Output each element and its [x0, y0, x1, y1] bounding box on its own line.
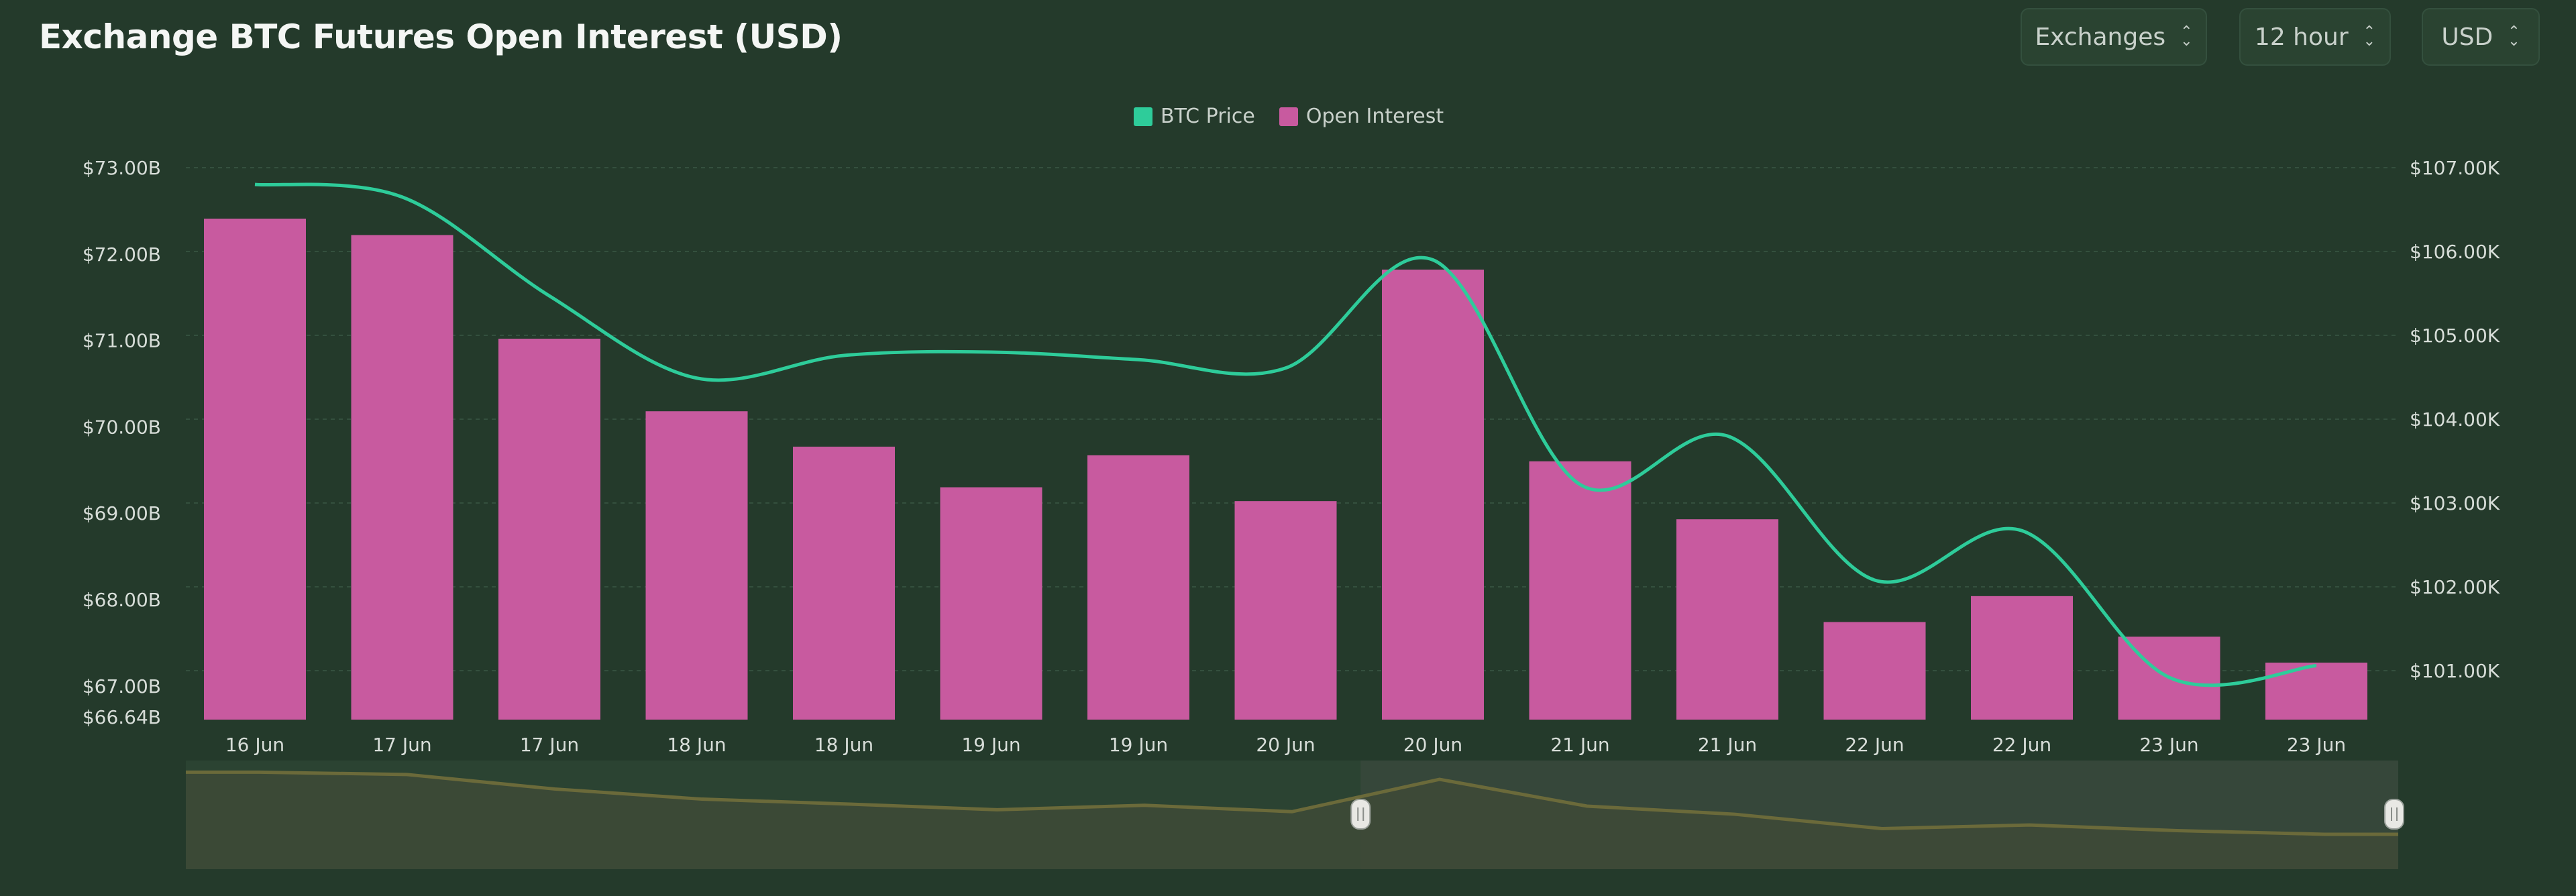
- legend-item-open-interest[interactable]: Open Interest: [1279, 105, 1444, 128]
- navigator-line: [186, 770, 2398, 836]
- x-axis-label: 21 Jun: [1550, 734, 1609, 756]
- open-interest-bar[interactable]: [1087, 455, 1189, 720]
- chart-legend: BTC Price Open Interest: [1134, 105, 1444, 128]
- navigator-area: [186, 772, 2398, 869]
- x-axis-label: 23 Jun: [2139, 734, 2198, 756]
- open-interest-bar[interactable]: [204, 218, 306, 720]
- open-interest-bar[interactable]: [351, 235, 453, 720]
- x-axis-label: 18 Jun: [667, 734, 726, 756]
- x-axis-label: 17 Jun: [520, 734, 579, 756]
- interval-selector-label: 12 hour: [2254, 23, 2349, 51]
- open-interest-bar[interactable]: [1676, 519, 1778, 720]
- right-axis-tick: $101.00K: [2410, 660, 2500, 682]
- left-axis-tick: $73.00B: [83, 157, 161, 179]
- left-axis-tick: $69.00B: [83, 502, 161, 524]
- x-axis-label: 21 Jun: [1698, 734, 1757, 756]
- left-axis-tick: $66.64B: [83, 706, 161, 728]
- navigator-handle-left[interactable]: [1350, 799, 1371, 830]
- chevron-up-down-icon: ⌃ ⌄: [2508, 23, 2520, 50]
- open-interest-bar[interactable]: [940, 487, 1042, 720]
- open-interest-bar[interactable]: [1823, 622, 1926, 720]
- right-axis-tick: $107.00K: [2410, 157, 2500, 179]
- navigator-handle-right[interactable]: [2384, 799, 2404, 830]
- x-axis-label: 22 Jun: [1992, 734, 2051, 756]
- currency-selector[interactable]: USD ⌃ ⌄: [2422, 8, 2540, 66]
- x-axis-label: 20 Jun: [1403, 734, 1462, 756]
- x-axis-label: 16 Jun: [225, 734, 284, 756]
- left-axis-tick: $68.00B: [83, 589, 161, 611]
- open-interest-bars: [204, 218, 2367, 720]
- legend-item-btc-price[interactable]: BTC Price: [1134, 105, 1255, 128]
- right-axis-tick: $104.00K: [2410, 408, 2500, 431]
- right-axis-tick: $106.00K: [2410, 241, 2500, 263]
- range-navigator[interactable]: [186, 761, 2404, 869]
- open-interest-bar[interactable]: [498, 339, 600, 720]
- right-y-axis: $107.00K $106.00K $105.00K $104.00K $103.00K…: [2410, 157, 2500, 682]
- x-axis: 16 Jun 17 Jun 17 Jun 18 Jun 18 Jun 19 Jun 19 J…: [225, 734, 2346, 756]
- chevron-up-down-icon: ⌃ ⌄: [2363, 23, 2376, 50]
- exchanges-selector-label: Exchanges: [2035, 23, 2166, 51]
- interval-selector[interactable]: 12 hour ⌃ ⌄: [2239, 8, 2391, 66]
- open-interest-bar[interactable]: [645, 411, 748, 720]
- btc-price-line: [254, 182, 2317, 687]
- open-interest-bar[interactable]: [1971, 596, 2073, 720]
- x-axis-label: 23 Jun: [2287, 734, 2346, 756]
- x-axis-label: 17 Jun: [372, 734, 431, 756]
- left-axis-tick: $72.00B: [83, 243, 161, 266]
- open-interest-bar[interactable]: [1234, 501, 1337, 720]
- x-axis-label: 22 Jun: [1845, 734, 1904, 756]
- right-axis-tick: $103.00K: [2410, 492, 2500, 514]
- left-axis-tick: $71.00B: [83, 330, 161, 352]
- page-title: Exchange BTC Futures Open Interest (USD): [39, 17, 843, 56]
- left-axis-tick: $70.00B: [83, 416, 161, 438]
- exchanges-selector[interactable]: Exchanges ⌃ ⌄: [2021, 8, 2207, 66]
- currency-selector-label: USD: [2441, 23, 2493, 51]
- open-interest-bar[interactable]: [1529, 461, 1631, 720]
- right-axis-tick: $105.00K: [2410, 325, 2500, 347]
- left-axis-tick: $67.00B: [83, 675, 161, 697]
- chevron-up-down-icon: ⌃ ⌄: [2180, 23, 2193, 50]
- legend-label-btc-price: BTC Price: [1161, 105, 1255, 128]
- legend-swatch-btc-price: [1134, 107, 1152, 126]
- legend-label-open-interest: Open Interest: [1305, 105, 1444, 128]
- open-interest-bar[interactable]: [1382, 269, 1484, 720]
- open-interest-bar[interactable]: [2265, 663, 2367, 720]
- x-axis-label: 18 Jun: [814, 734, 873, 756]
- left-y-axis: $73.00B $72.00B $71.00B $70.00B $69.00B $68.0…: [83, 157, 161, 728]
- x-axis-label: 19 Jun: [1109, 734, 1168, 756]
- legend-swatch-open-interest: [1279, 107, 1298, 126]
- open-interest-bar[interactable]: [793, 447, 895, 720]
- x-axis-label: 19 Jun: [961, 734, 1020, 756]
- x-axis-label: 20 Jun: [1256, 734, 1315, 756]
- right-axis-tick: $102.00K: [2410, 576, 2500, 598]
